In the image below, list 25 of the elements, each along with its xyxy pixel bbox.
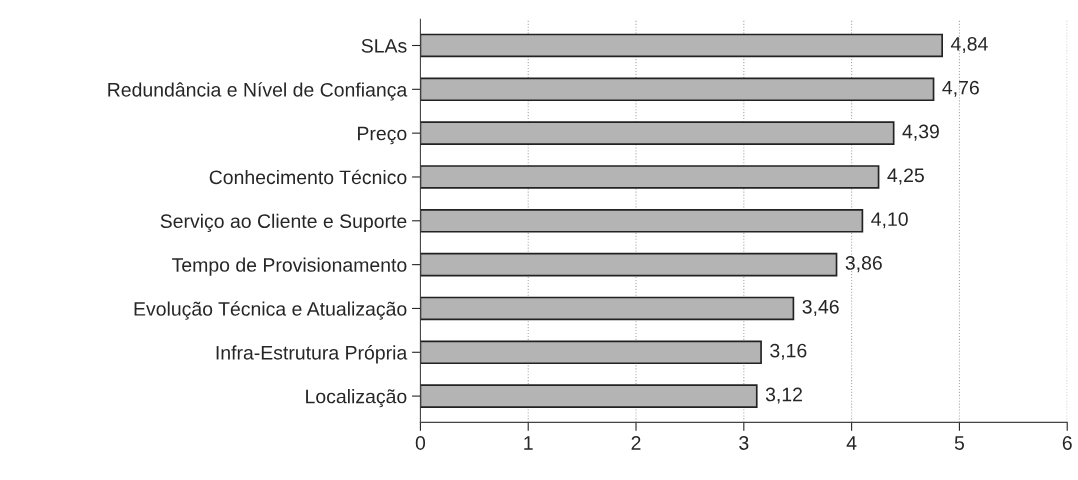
- x-tick-label: 6: [1062, 436, 1072, 450]
- y-tick-label: Preço: [358, 126, 407, 145]
- x-tick-label: 2: [631, 436, 641, 450]
- y-tick-label: Tempo de Provisionamento: [172, 257, 407, 276]
- y-tick-label: Infra-Estrutura Própria: [216, 345, 408, 364]
- data-label: 3,46: [802, 299, 839, 316]
- y-tick-label: SLAs: [361, 38, 407, 53]
- data-label: 4,76: [942, 80, 979, 97]
- data-label: 4,10: [871, 212, 908, 229]
- x-tick-label: 4: [846, 436, 857, 450]
- data-label: 3,16: [770, 343, 807, 360]
- x-tick-label: 0: [415, 436, 426, 450]
- data-label: 3,12: [765, 387, 802, 404]
- x-tick-label: 1: [524, 436, 533, 450]
- y-tick-label: Redundância e Nível de Confiança: [108, 82, 408, 101]
- data-label: 4,25: [887, 168, 924, 185]
- data-label: 4,39: [902, 124, 939, 141]
- y-tick-label: Evolução Técnica e Atualização: [134, 301, 407, 320]
- y-tick-label: Serviço ao Cliente e Suporte: [160, 213, 407, 232]
- x-tick-label: 5: [954, 436, 965, 450]
- data-label: 4,84: [950, 36, 988, 54]
- x-tick-label: 3: [739, 436, 749, 450]
- y-tick-label: Conhecimento Técnico: [209, 169, 407, 185]
- y-tick-label: Localização: [306, 389, 407, 408]
- data-label: 3,86: [845, 256, 882, 273]
